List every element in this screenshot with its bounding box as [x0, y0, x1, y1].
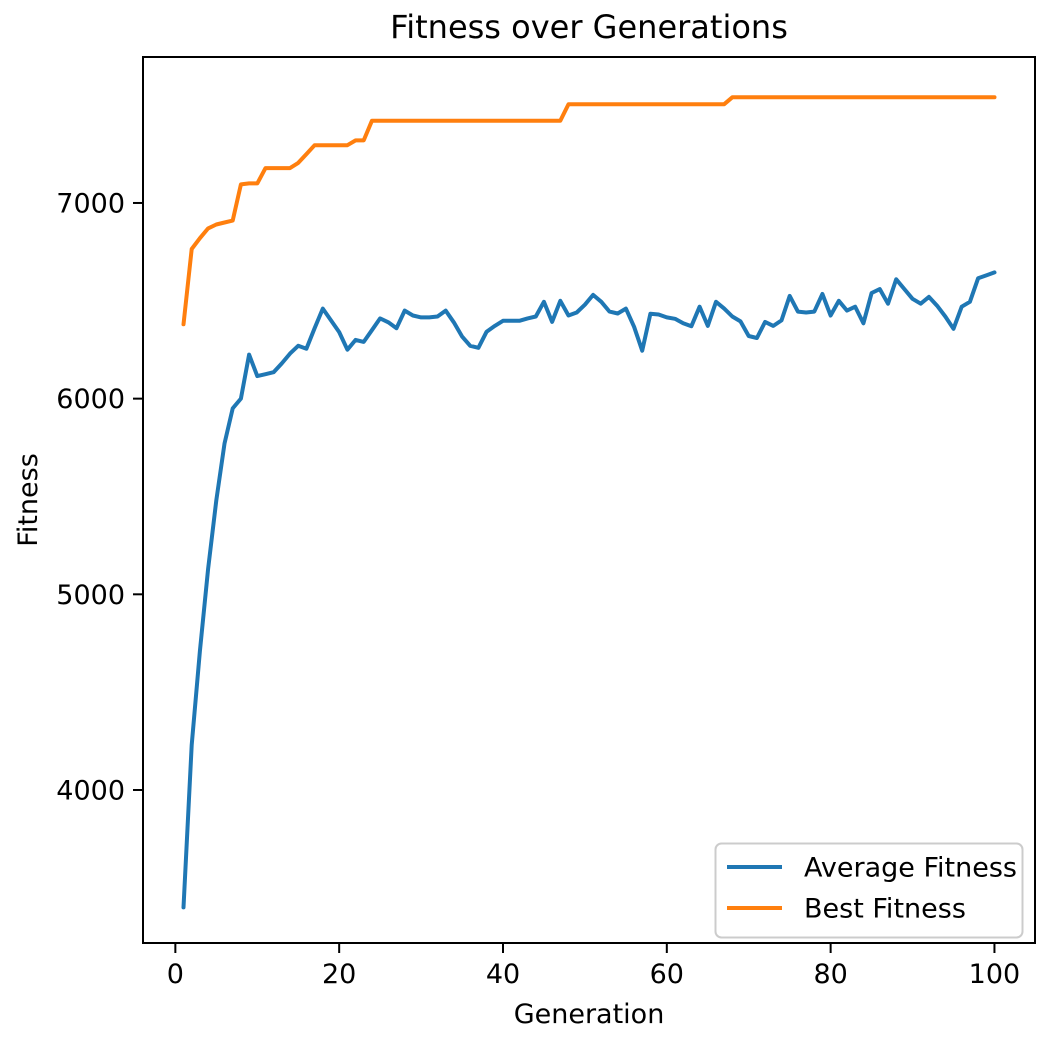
x-tick-label: 60: [650, 959, 684, 990]
legend-entry-average-fitness: Average Fitness: [727, 853, 1017, 884]
y-tick-label: 6000: [56, 384, 125, 415]
x-axis-label: Generation: [514, 999, 665, 1030]
series-lines: [181, 95, 997, 910]
series-line-average-fitness: [181, 270, 997, 910]
legend-entry-best-fitness: Best Fitness: [727, 894, 966, 925]
chart-title: Fitness over Generations: [390, 8, 788, 46]
x-tick-label: 100: [969, 959, 1021, 990]
y-axis-label: Fitness: [13, 453, 44, 547]
x-tick-label: 0: [167, 959, 184, 990]
x-tick-label: 40: [486, 959, 520, 990]
legend-label-best-fitness: Best Fitness: [804, 894, 966, 925]
legend-label-average-fitness: Average Fitness: [804, 853, 1017, 884]
x-tick-label: 20: [322, 959, 356, 990]
plot-area: [143, 57, 1035, 943]
y-tick-label: 5000: [56, 580, 125, 611]
legend: Average Fitness Best Fitness: [714, 842, 1024, 939]
series-line-best-fitness: [181, 95, 997, 327]
axes-ticks: 0 20 40 60 80 100 4000 5000 6000 7000: [56, 188, 1020, 990]
x-tick-label: 80: [813, 959, 847, 990]
axes-spines: [142, 56, 1036, 944]
y-tick-label: 4000: [56, 775, 125, 806]
y-tick-label: 7000: [56, 188, 125, 219]
legend-box: [714, 842, 1024, 939]
